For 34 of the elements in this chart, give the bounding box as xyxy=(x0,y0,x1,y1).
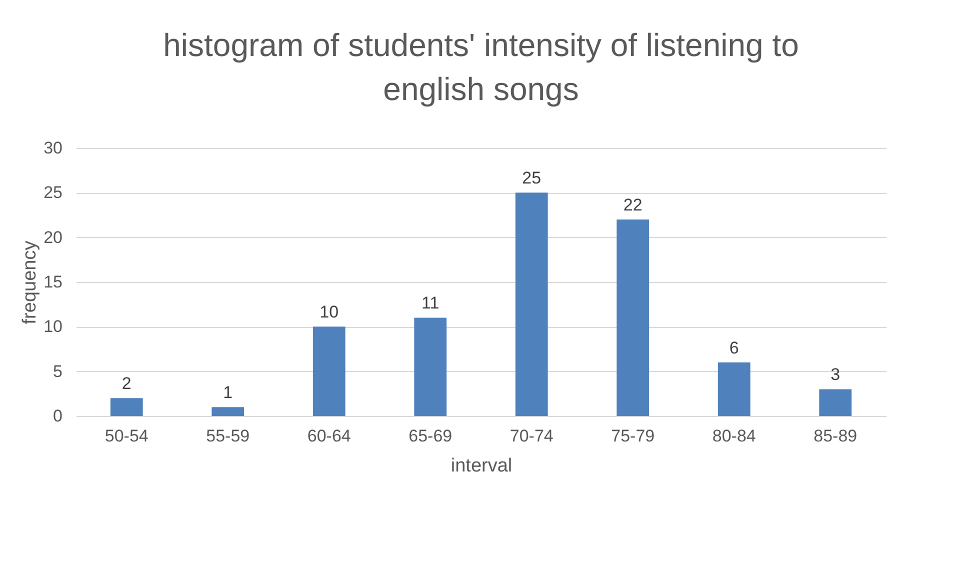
bar xyxy=(616,219,650,416)
y-axis-title: frequency xyxy=(20,240,41,324)
x-tick-label: 85-89 xyxy=(814,426,858,446)
data-label: 10 xyxy=(320,302,339,322)
bar xyxy=(414,318,447,416)
data-label: 25 xyxy=(522,168,542,188)
y-tick-label: 5 xyxy=(53,362,62,381)
x-tick-label: 65-69 xyxy=(408,426,452,446)
y-tick-label: 25 xyxy=(44,183,62,202)
y-tick-label: 10 xyxy=(44,317,62,336)
bar xyxy=(515,192,548,416)
data-label: 22 xyxy=(623,195,642,214)
x-tick-label: 70-74 xyxy=(510,426,554,446)
x-tick-label: 75-79 xyxy=(611,426,655,446)
x-axis-title: interval xyxy=(450,456,512,476)
x-tick-label: 55-59 xyxy=(206,426,250,446)
x-tick-label: 80-84 xyxy=(712,426,756,446)
bar xyxy=(312,326,346,416)
y-tick-label: 20 xyxy=(44,228,62,247)
x-tick-label: 60-64 xyxy=(307,426,351,446)
x-tick-label: 50-54 xyxy=(104,426,148,446)
data-label: 1 xyxy=(223,383,233,402)
bar xyxy=(819,389,852,416)
data-label: 6 xyxy=(729,338,739,358)
y-tick-label: 30 xyxy=(44,138,62,158)
y-tick-label: 15 xyxy=(44,272,62,292)
data-label: 3 xyxy=(830,365,840,384)
bar xyxy=(718,362,750,416)
bar xyxy=(110,398,143,416)
data-label: 2 xyxy=(122,374,132,394)
chart-title: histogram of students' intensity of listening to english songs xyxy=(163,27,799,107)
data-label: 11 xyxy=(422,294,440,313)
bar xyxy=(212,407,244,416)
y-tick-label: 0 xyxy=(53,406,62,426)
